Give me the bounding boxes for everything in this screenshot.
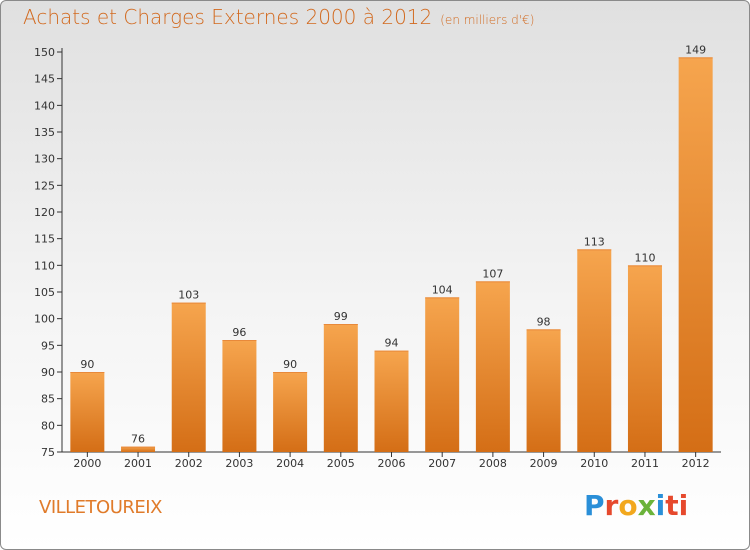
bar-value-label: 98 (537, 315, 551, 328)
bar-value-label: 113 (584, 235, 605, 248)
x-tick-label: 2001 (124, 457, 152, 470)
bar-value-label: 90 (283, 358, 297, 371)
bar-value-label: 149 (685, 43, 706, 56)
y-tick-label: 115 (34, 233, 55, 246)
bar (374, 350, 409, 452)
bar (475, 281, 510, 452)
chart-bars: 90 76 103 96 90 99 94 104 107 98 113 110 149 (70, 43, 713, 452)
logo-letter: P (584, 489, 605, 522)
bar (627, 265, 662, 452)
y-tick-label: 110 (34, 259, 55, 272)
y-tick-label: 145 (34, 73, 55, 86)
bar (70, 372, 105, 452)
y-tick-label: 90 (41, 366, 55, 379)
bar (323, 324, 358, 452)
x-tick-label: 2010 (580, 457, 608, 470)
y-tick-label: 85 (41, 393, 55, 406)
bar (678, 57, 713, 452)
bar (526, 329, 561, 452)
logo-letter: o (618, 489, 638, 522)
bar-value-label: 99 (334, 310, 348, 323)
chart-unit: (en milliers d'€) (440, 13, 535, 27)
x-tick-label: 2006 (378, 457, 406, 470)
bar (121, 446, 156, 452)
x-tick-label: 2007 (428, 457, 456, 470)
y-tick-label: 100 (34, 313, 55, 326)
y-tick-label: 140 (34, 99, 55, 112)
x-tick-label: 2005 (327, 457, 355, 470)
x-tick-label: 2008 (479, 457, 507, 470)
x-tick-label: 2004 (276, 457, 304, 470)
bar-value-label: 90 (80, 358, 94, 371)
x-tick-label: 2009 (530, 457, 558, 470)
x-tick-label: 2011 (631, 457, 659, 470)
x-tick-label: 2012 (682, 457, 710, 470)
bar (222, 340, 257, 452)
x-tick-label: 2000 (73, 457, 101, 470)
y-tick-label: 130 (34, 153, 55, 166)
bar (577, 249, 612, 452)
logo-letter: x (637, 489, 656, 522)
bar (171, 302, 206, 452)
y-tick-label: 120 (34, 206, 55, 219)
bar (273, 372, 308, 452)
bar-value-label: 76 (131, 433, 145, 446)
x-tick-label: 2003 (225, 457, 253, 470)
bar-value-label: 94 (385, 337, 399, 350)
bar-value-label: 104 (432, 283, 453, 296)
bar-value-label: 107 (482, 267, 503, 280)
bar-value-label: 96 (232, 326, 246, 339)
bar (425, 297, 460, 452)
y-tick-label: 150 (34, 46, 55, 59)
y-tick-label: 95 (41, 339, 55, 352)
y-tick-label: 135 (34, 126, 55, 139)
chart-axes: 75 80 85 90 95 100 105 110 115 120 125 130 135 140 145… (34, 46, 721, 470)
logo-letter: i (655, 489, 666, 522)
y-tick-label: 105 (34, 286, 55, 299)
chart-title: Achats et Charges Externes 2000 à 2012 (e… (23, 5, 534, 29)
proxiti-logo: Proxiti (584, 489, 688, 522)
bar-value-label: 103 (178, 289, 199, 302)
commune-name: VILLETOUREIX (39, 497, 162, 518)
logo-letter: r (604, 489, 619, 522)
y-tick-label: 75 (41, 446, 55, 459)
y-tick-label: 125 (34, 179, 55, 192)
bar-value-label: 110 (634, 251, 655, 264)
logo-letter: ti (665, 489, 689, 522)
chart-title-text: Achats et Charges Externes 2000 à 2012 (23, 5, 433, 29)
x-tick-label: 2002 (175, 457, 203, 470)
y-tick-label: 80 (41, 419, 55, 432)
